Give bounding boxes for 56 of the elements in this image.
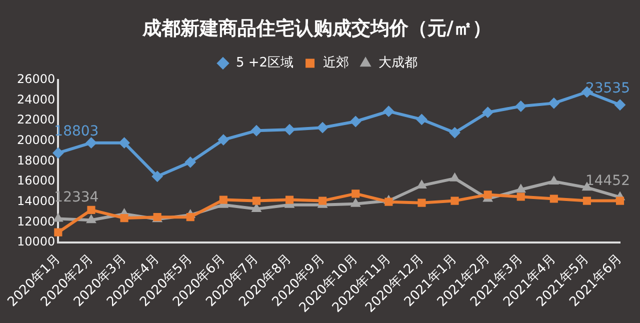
point <box>352 190 360 198</box>
legend-label: 5 +2区域 <box>236 56 294 71</box>
point <box>450 172 460 182</box>
point <box>484 190 492 199</box>
point <box>450 196 459 205</box>
point <box>86 137 97 148</box>
y-tick-label: 24000 <box>16 92 56 106</box>
y-tick-label: 22000 <box>16 112 56 127</box>
y-tick-label: 26000 <box>16 72 56 86</box>
point <box>218 134 229 146</box>
point <box>350 198 360 207</box>
point <box>54 228 62 236</box>
point <box>449 127 460 138</box>
point <box>516 184 526 193</box>
point <box>384 198 393 206</box>
point <box>184 156 196 168</box>
y-tick-label: 10000 <box>16 234 56 249</box>
point <box>350 116 362 127</box>
point <box>582 196 591 205</box>
point <box>250 125 262 136</box>
point <box>550 194 558 203</box>
point <box>152 170 163 182</box>
legend-label: 大成都 <box>378 56 418 71</box>
y-tick-label: 16000 <box>16 174 56 188</box>
point <box>120 214 128 222</box>
point <box>284 124 296 136</box>
y-tick-label: 12000 <box>16 214 56 228</box>
point <box>186 213 194 222</box>
point <box>482 106 494 118</box>
point <box>616 196 624 205</box>
y-tick-label: 18000 <box>16 153 56 168</box>
point <box>317 122 328 134</box>
chart-title: 成都新建商品住宅认购成交均价（元/㎡） <box>142 17 492 40</box>
point <box>614 99 626 110</box>
point <box>383 106 394 117</box>
legend-label: 近郊 <box>323 56 350 71</box>
point <box>418 198 426 207</box>
point <box>118 137 130 148</box>
point <box>252 196 260 205</box>
point <box>416 114 428 125</box>
y-tick-label: 14000 <box>16 194 56 208</box>
point <box>219 196 228 204</box>
y-tick-label: 20000 <box>16 132 56 147</box>
point <box>515 100 526 112</box>
point <box>285 196 294 204</box>
point <box>252 203 262 212</box>
point <box>86 214 96 224</box>
point <box>52 147 64 158</box>
point <box>548 98 560 109</box>
point <box>318 196 327 205</box>
point <box>549 176 559 184</box>
point <box>516 192 525 201</box>
data-label: 14452 <box>585 172 630 189</box>
point <box>87 206 96 214</box>
point <box>53 213 64 222</box>
point <box>416 180 427 189</box>
